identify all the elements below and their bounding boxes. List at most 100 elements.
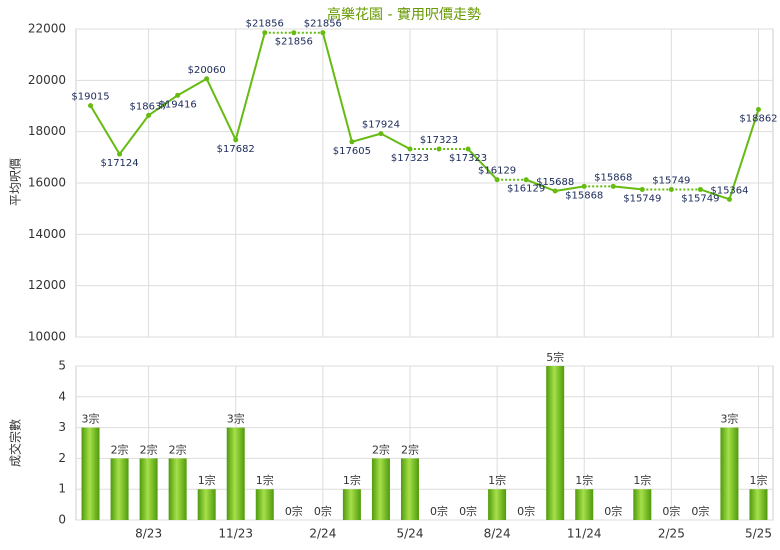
chart-title: 高樂花園 - 實用呎價走勢 bbox=[327, 6, 481, 23]
value-label: $15868 bbox=[594, 172, 632, 183]
x-tick-label: 11/24 bbox=[567, 527, 602, 541]
bar bbox=[400, 458, 419, 520]
value-label: $18862 bbox=[739, 114, 777, 125]
value-label: $16129 bbox=[478, 166, 516, 177]
bar bbox=[81, 427, 100, 520]
y-tick-label: 14000 bbox=[28, 227, 66, 241]
value-label: $15749 bbox=[623, 193, 661, 204]
y-tick-label: 10000 bbox=[28, 330, 66, 344]
value-label: $17323 bbox=[420, 135, 458, 146]
value-label: $15749 bbox=[681, 193, 719, 204]
point bbox=[552, 188, 558, 194]
bar bbox=[720, 427, 739, 520]
value-label: 2宗 bbox=[169, 442, 187, 456]
point bbox=[465, 146, 471, 152]
x-tick-label: 8/24 bbox=[484, 527, 511, 541]
value-label: $21856 bbox=[246, 19, 284, 30]
point bbox=[436, 146, 442, 152]
value-label: $17323 bbox=[391, 153, 429, 164]
y-axis-label: 成交宗數 bbox=[8, 419, 23, 467]
x-tick-label: 5/25 bbox=[745, 527, 772, 541]
bar bbox=[226, 427, 245, 520]
value-label: 0宗 bbox=[517, 504, 535, 518]
value-label: $21856 bbox=[275, 37, 313, 48]
bar bbox=[197, 489, 216, 520]
x-tick-label: 11/23 bbox=[218, 527, 253, 541]
point bbox=[378, 131, 384, 137]
bar bbox=[371, 458, 390, 520]
value-label: 1宗 bbox=[256, 473, 274, 487]
y-tick-label: 3 bbox=[58, 420, 66, 434]
point bbox=[146, 112, 152, 118]
bar bbox=[488, 489, 507, 520]
point bbox=[581, 183, 587, 189]
value-label: $16129 bbox=[507, 184, 545, 195]
bar bbox=[139, 458, 158, 520]
value-label: 1宗 bbox=[575, 473, 593, 487]
bar bbox=[168, 458, 187, 520]
y-tick-label: 16000 bbox=[28, 176, 66, 190]
value-label: $17124 bbox=[100, 158, 138, 169]
value-label: $20060 bbox=[188, 65, 226, 76]
point bbox=[639, 186, 645, 192]
y-tick-label: 4 bbox=[58, 389, 66, 403]
bar bbox=[110, 458, 129, 520]
x-tick-label: 8/23 bbox=[135, 527, 162, 541]
line-segment bbox=[728, 109, 760, 200]
point bbox=[523, 177, 529, 183]
value-label: 3宗 bbox=[227, 412, 245, 426]
value-label: 0宗 bbox=[662, 504, 680, 518]
line-segment bbox=[555, 185, 585, 192]
value-label: 3宗 bbox=[82, 412, 100, 426]
point bbox=[349, 139, 355, 145]
point bbox=[697, 186, 703, 192]
line-segment bbox=[321, 32, 353, 143]
value-label: $18637 bbox=[130, 101, 168, 112]
value-label: 2宗 bbox=[140, 442, 158, 456]
value-label: $19015 bbox=[71, 92, 109, 103]
x-tick-label: 5/24 bbox=[397, 527, 424, 541]
bar bbox=[255, 489, 274, 520]
line-segment bbox=[118, 114, 150, 155]
y-axis-label: 平均呎價 bbox=[9, 158, 23, 206]
point bbox=[668, 186, 674, 192]
line-segment bbox=[613, 185, 643, 191]
value-label: 0宗 bbox=[285, 504, 303, 518]
y-tick-label: 12000 bbox=[28, 278, 66, 292]
value-label: 1宗 bbox=[749, 473, 767, 487]
line-segment bbox=[148, 94, 179, 117]
bar bbox=[749, 489, 768, 520]
x-tick-label: 2/24 bbox=[309, 527, 336, 541]
y-tick-label: 18000 bbox=[28, 124, 66, 138]
line-segment bbox=[89, 105, 121, 155]
bar bbox=[575, 489, 594, 520]
value-label: $17605 bbox=[333, 146, 371, 157]
value-label: $17682 bbox=[217, 144, 255, 155]
value-label: 2宗 bbox=[372, 442, 390, 456]
line-segment bbox=[380, 132, 411, 150]
value-label: 1宗 bbox=[198, 473, 216, 487]
value-label: 1宗 bbox=[488, 473, 506, 487]
value-label: $15749 bbox=[652, 175, 690, 186]
value-label: $17924 bbox=[362, 120, 400, 131]
value-label: $19416 bbox=[159, 99, 197, 110]
line-segment bbox=[177, 77, 208, 97]
y-tick-label: 20000 bbox=[28, 73, 66, 87]
y-tick-label: 22000 bbox=[28, 22, 66, 36]
line-segment bbox=[525, 178, 556, 192]
x-tick-label: 2/25 bbox=[658, 527, 685, 541]
value-label: 0宗 bbox=[459, 504, 477, 518]
point bbox=[610, 183, 616, 189]
value-label: $15364 bbox=[710, 185, 748, 196]
point bbox=[320, 30, 326, 36]
point bbox=[88, 103, 94, 109]
line-segment bbox=[700, 188, 730, 201]
point bbox=[494, 177, 500, 183]
value-label: 1宗 bbox=[343, 473, 361, 487]
value-label: 3宗 bbox=[720, 412, 738, 426]
value-label: $21856 bbox=[304, 19, 342, 30]
point bbox=[175, 92, 181, 98]
point bbox=[726, 196, 732, 202]
point bbox=[291, 30, 297, 36]
